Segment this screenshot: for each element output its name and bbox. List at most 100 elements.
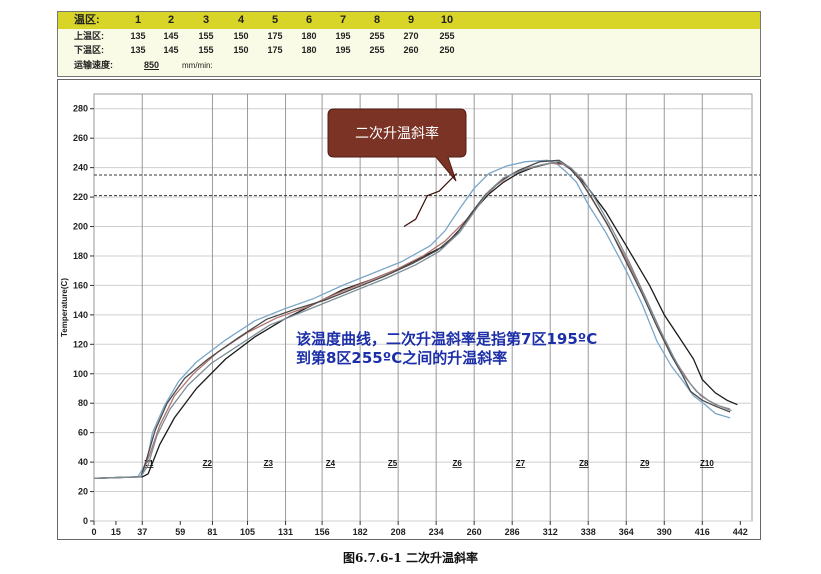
lower-temp: 150 [233, 45, 249, 55]
temperature-curve [93, 161, 732, 479]
lower-zone-row: 下温区: 135 145 155 150 175 180 195 255 260 250 [58, 44, 760, 57]
y-tick-label: 160 [73, 280, 88, 290]
upper-temp: 255 [369, 31, 385, 41]
zone-number: 7 [339, 14, 347, 26]
callout-text: 二次升温斜率 [355, 125, 439, 142]
lower-temp: 260 [403, 45, 419, 55]
upper-temp: 175 [267, 31, 283, 41]
lower-label: 下温区: [74, 45, 104, 55]
y-tick-label: 100 [73, 369, 88, 379]
zone-number: 1 [134, 14, 142, 26]
upper-temp: 150 [233, 31, 249, 41]
temperature-profile-chart: 0 20 40 60 80 100 120 140 160 180 200 220 240 260 280 0… [57, 79, 761, 540]
temperature-curve [93, 162, 738, 479]
lower-temp: 155 [198, 45, 214, 55]
zone-label: Z9 [640, 459, 650, 468]
zone-label: Z3 [264, 459, 274, 468]
zone-number: 5 [271, 14, 279, 26]
x-tick-label: 416 [695, 527, 710, 537]
y-tick-label: 260 [73, 133, 88, 143]
lower-temp: 135 [130, 45, 146, 55]
x-tick-label: 442 [733, 527, 748, 537]
upper-temp: 180 [301, 31, 317, 41]
y-tick-label: 200 [73, 222, 88, 232]
y-tick-label: 140 [73, 310, 88, 320]
plot-area [93, 93, 753, 522]
zone-number: 2 [167, 14, 175, 26]
x-tick-label: 182 [353, 527, 368, 537]
zone-label: Z6 [452, 459, 462, 468]
zone-number: 9 [407, 14, 415, 26]
upper-temp: 135 [130, 31, 146, 41]
x-tick-label: 59 [175, 527, 185, 537]
speed-row: 运输速度: 850 mm/min: [58, 59, 760, 72]
zone-number: 3 [202, 14, 210, 26]
note-line-1: 该温度曲线，二次升温斜率是指第7区195ºC [296, 330, 597, 348]
zone-number: 4 [237, 14, 245, 26]
x-tick-label: 390 [657, 527, 672, 537]
zone-number: 8 [373, 14, 381, 26]
slope-bracket [403, 173, 458, 228]
temperature-curve [93, 159, 731, 479]
upper-label: 上温区: [74, 31, 104, 41]
zone-label: Z8 [579, 459, 589, 468]
x-tick-label: 0 [91, 527, 96, 537]
x-tick-label: 15 [111, 527, 121, 537]
x-tick-label: 81 [207, 527, 217, 537]
figure-caption: 图6.7.6-1 二次升温斜率 [343, 551, 478, 565]
y-tick-label: 120 [73, 339, 88, 349]
temperature-curve [93, 159, 731, 479]
lower-temp: 250 [439, 45, 455, 55]
y-tick-label: 20 [78, 487, 88, 497]
upper-zone-row: 上温区: 135 145 155 150 175 180 195 255 270 255 [58, 30, 760, 43]
upper-temp: 145 [163, 31, 179, 41]
y-tick-label: 220 [73, 192, 88, 202]
callout-box: 二次升温斜率 [327, 108, 467, 182]
zone-label: Z10 [700, 459, 714, 468]
x-tick-label: 208 [391, 527, 406, 537]
temperature-curve [93, 162, 731, 479]
x-tick-label: 338 [581, 527, 596, 537]
y-tick-label: 0 [83, 516, 88, 526]
upper-temp: 195 [335, 31, 351, 41]
zone-number: 6 [305, 14, 313, 26]
y-tick-label: 60 [78, 428, 88, 438]
zone-header-row: 温区: 1 2 3 4 5 6 7 8 9 10 [58, 12, 760, 29]
x-tick-label: 131 [278, 527, 293, 537]
zone-settings-table: 温区: 1 2 3 4 5 6 7 8 9 10 上温区: 135 145 155 150 175 180 1… [57, 11, 761, 77]
lower-temp: 255 [369, 45, 385, 55]
upper-temp: 270 [403, 31, 419, 41]
zone-number: 10 [440, 14, 454, 26]
speed-unit: mm/min: [182, 61, 213, 70]
upper-temp: 155 [198, 31, 214, 41]
zone-label: 温区: [74, 14, 100, 26]
lower-temp: 180 [301, 45, 317, 55]
x-tick-label: 364 [619, 527, 634, 537]
zone-label: Z5 [388, 459, 398, 468]
upper-temp: 255 [439, 31, 455, 41]
y-tick-label: 240 [73, 163, 88, 173]
y-tick-label: 280 [73, 104, 88, 114]
y-tick-label: 80 [78, 398, 88, 408]
callout-shape [327, 108, 467, 182]
x-tick-label: 260 [467, 527, 482, 537]
x-tick-label: 234 [429, 527, 444, 537]
lower-temp: 175 [267, 45, 283, 55]
x-tick-label: 105 [240, 527, 255, 537]
x-tick-label: 156 [315, 527, 330, 537]
zone-label: Z7 [516, 459, 526, 468]
lower-temp: 195 [335, 45, 351, 55]
chart-svg: 0 20 40 60 80 100 120 140 160 180 200 220 240 260 280 0… [60, 93, 760, 537]
x-tick-label: 286 [505, 527, 520, 537]
x-tick-label: 37 [137, 527, 147, 537]
zone-label: Z2 [203, 459, 213, 468]
x-tick-label: 312 [543, 527, 558, 537]
zone-label: Z4 [326, 459, 336, 468]
y-axis-label: Temperature(C) [60, 278, 69, 337]
note-line-2: 到第8区255ºC之间的升温斜率 [296, 349, 507, 367]
y-tick-label: 40 [78, 457, 88, 467]
lower-temp: 145 [163, 45, 179, 55]
y-tick-label: 180 [73, 251, 88, 261]
speed-value: 850 [144, 60, 160, 70]
speed-label: 运输速度: [74, 60, 113, 70]
